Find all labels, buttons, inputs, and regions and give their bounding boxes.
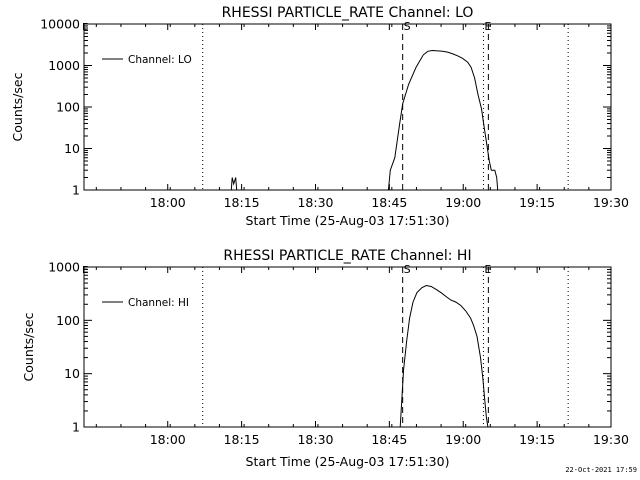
panel2-x-axis-label: Start Time (25-Aug-03 17:51:30) <box>246 454 450 469</box>
panel1-x-tick-label: 18:00 <box>150 195 186 210</box>
panel1-x-tick-label: 19:15 <box>519 195 555 210</box>
panel2-x-tick-label: 19:15 <box>519 432 555 447</box>
panel1-y-tick-label: 1 <box>72 183 80 198</box>
panel1-x-axis-label: Start Time (25-Aug-03 17:51:30) <box>246 213 450 228</box>
panel2-x-tick-label: 19:30 <box>593 432 629 447</box>
panel2-x-tick-label: 18:15 <box>224 432 260 447</box>
panel2-title: RHESSI PARTICLE_RATE Channel: HI <box>223 248 471 264</box>
panel1-y-tick-label: 100 <box>56 100 80 115</box>
panel2-x-tick-label: 18:00 <box>150 432 186 447</box>
panel1-y-tick-label: 1000 <box>48 58 80 73</box>
panel1-x-tick-label: 18:45 <box>371 195 407 210</box>
panel1-x-tick-label: 19:30 <box>593 195 629 210</box>
panel2-y-tick-label: 1000 <box>48 260 80 275</box>
panel1-y-tick-label: 10000 <box>40 17 80 32</box>
panel2-y-axis-label: Counts/sec <box>21 312 36 381</box>
panel2-x-tick-label: 18:30 <box>297 432 333 447</box>
panel1-title: RHESSI PARTICLE_RATE Channel: LO <box>222 5 474 21</box>
panel2-x-tick-label: 19:00 <box>445 432 481 447</box>
footer-timestamp: 22-Oct-2021 17:59 <box>565 466 637 474</box>
panel1-x-tick-label: 18:15 <box>224 195 260 210</box>
panel1-series-line-segment <box>230 177 238 191</box>
panel2-legend-label: Channel: HI <box>128 297 189 309</box>
panel2-x-tick-label: 18:45 <box>371 432 407 447</box>
panel1-x-tick-label: 19:00 <box>445 195 481 210</box>
panel2-y-tick-label: 100 <box>56 313 80 328</box>
panel2-plot-frame <box>83 266 612 428</box>
panel1-y-axis-label: Counts/sec <box>10 72 25 141</box>
panel1-series-line-segment <box>387 49 499 191</box>
panel1-y-tick-label: 10 <box>64 141 80 156</box>
panel2-corner-label: E <box>82 265 88 276</box>
panel1-legend-label: Channel: LO <box>128 54 192 66</box>
panel1-x-tick-label: 18:30 <box>297 195 333 210</box>
panel1-corner-label: E <box>82 22 88 33</box>
panel2-y-tick-label: 1 <box>72 420 80 435</box>
panel2-y-tick-label: 10 <box>64 366 80 381</box>
panel2-marker-label-s: S <box>404 263 411 276</box>
panel1-marker-label-s: S <box>404 20 411 33</box>
panel2-series-line-segment <box>399 284 489 428</box>
